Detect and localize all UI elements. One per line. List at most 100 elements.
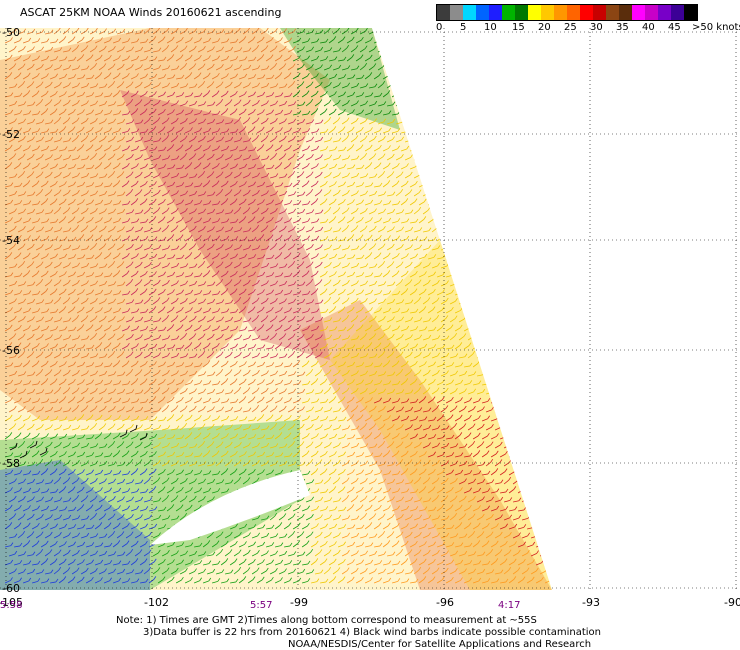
wind-barb bbox=[31, 162, 40, 170]
wind-barb bbox=[274, 127, 283, 134]
wind-barb bbox=[58, 36, 67, 44]
wind-barb bbox=[67, 36, 76, 44]
legend-swatch bbox=[645, 5, 658, 20]
wind-barb bbox=[130, 145, 140, 152]
wind-barb bbox=[265, 36, 274, 44]
wind-barb bbox=[197, 46, 206, 53]
wind-barb bbox=[274, 162, 283, 170]
wind-barb bbox=[350, 172, 360, 179]
wind-barb bbox=[374, 92, 383, 98]
wind-barb bbox=[45, 29, 54, 35]
wind-barb bbox=[229, 73, 238, 80]
wind-barb bbox=[360, 173, 369, 179]
wind-barb bbox=[256, 91, 266, 98]
wind-barb bbox=[167, 164, 176, 170]
wind-barb bbox=[257, 164, 266, 170]
wind-barb bbox=[311, 128, 320, 134]
wind-barb bbox=[216, 119, 225, 125]
wind-barb bbox=[67, 164, 77, 170]
wind-barb bbox=[351, 155, 360, 161]
wind-barb bbox=[44, 81, 53, 89]
wind-barb bbox=[332, 64, 342, 71]
wind-barb bbox=[90, 83, 99, 89]
wind-barb bbox=[355, 126, 364, 134]
wind-barb bbox=[157, 74, 167, 80]
wind-barb bbox=[157, 181, 166, 188]
wind-barb bbox=[301, 55, 310, 62]
wind-barb bbox=[251, 28, 260, 35]
wind-barb bbox=[121, 145, 130, 152]
wind-barb bbox=[13, 127, 22, 134]
wind-barb bbox=[44, 154, 53, 161]
wind-barb bbox=[283, 144, 292, 152]
wind-barb bbox=[103, 127, 112, 134]
wind-barb bbox=[269, 62, 278, 71]
wind-barb bbox=[197, 28, 207, 35]
wind-barb bbox=[323, 172, 332, 179]
wind-barb bbox=[152, 117, 161, 125]
wind-barb bbox=[206, 118, 216, 125]
wind-barb bbox=[292, 37, 302, 44]
wind-barb bbox=[341, 28, 350, 35]
wind-barb bbox=[239, 56, 248, 62]
lon-label: -99 bbox=[290, 596, 308, 609]
wind-barb bbox=[242, 154, 252, 161]
wind-barb bbox=[328, 73, 338, 80]
wind-barb bbox=[143, 64, 153, 71]
legend-swatch bbox=[528, 5, 541, 20]
wind-barb bbox=[17, 63, 26, 71]
wind-barb bbox=[369, 173, 378, 179]
wind-barb bbox=[53, 82, 62, 89]
wind-barb bbox=[121, 72, 130, 80]
wind-barb bbox=[49, 163, 58, 170]
wind-barb bbox=[337, 164, 347, 170]
wind-barb bbox=[197, 136, 206, 143]
wind-barb bbox=[324, 47, 333, 53]
wind-barb bbox=[292, 180, 301, 188]
wind-barb bbox=[306, 119, 315, 125]
legend-label: 35 bbox=[616, 22, 629, 33]
wind-barb bbox=[346, 109, 355, 116]
wind-barb bbox=[175, 144, 184, 152]
wind-barb bbox=[76, 144, 85, 152]
wind-barb bbox=[67, 126, 76, 134]
wind-barb bbox=[377, 136, 386, 143]
wind-barb bbox=[184, 162, 193, 170]
wind-barb bbox=[341, 117, 350, 125]
wind-barb bbox=[238, 126, 247, 134]
wind-barb bbox=[22, 145, 31, 152]
wind-barb bbox=[62, 64, 72, 71]
wind-barb bbox=[152, 99, 161, 107]
wind-barb bbox=[284, 92, 293, 98]
wind-barb bbox=[197, 153, 206, 161]
wind-barb bbox=[337, 126, 346, 134]
legend-swatch bbox=[489, 5, 502, 20]
wind-barb bbox=[50, 128, 59, 134]
wind-barb bbox=[301, 145, 310, 152]
wind-barb bbox=[166, 91, 176, 98]
wind-barb bbox=[373, 110, 383, 116]
wind-barb bbox=[211, 90, 220, 98]
wind-barb bbox=[395, 136, 405, 143]
wind-barb bbox=[148, 108, 157, 116]
wind-barb bbox=[17, 153, 26, 161]
wind-barb bbox=[319, 108, 328, 116]
wind-barb bbox=[292, 162, 301, 170]
wind-barb bbox=[62, 154, 72, 161]
wind-barb bbox=[143, 172, 152, 179]
wind-barb bbox=[296, 63, 305, 71]
wind-barb bbox=[287, 153, 296, 161]
wind-barb bbox=[152, 28, 161, 35]
wind-barb bbox=[13, 144, 22, 152]
wind-barb bbox=[63, 47, 72, 53]
wind-barb bbox=[108, 101, 117, 107]
wind-barb bbox=[17, 170, 26, 179]
wind-barb bbox=[256, 109, 265, 116]
lat-label: -60 bbox=[2, 582, 20, 595]
wind-barb bbox=[67, 74, 77, 80]
wind-barb bbox=[31, 55, 40, 62]
wind-barb bbox=[296, 171, 305, 179]
wind-barb bbox=[266, 164, 275, 170]
wind-barb bbox=[395, 171, 404, 179]
wind-barb bbox=[333, 137, 342, 143]
